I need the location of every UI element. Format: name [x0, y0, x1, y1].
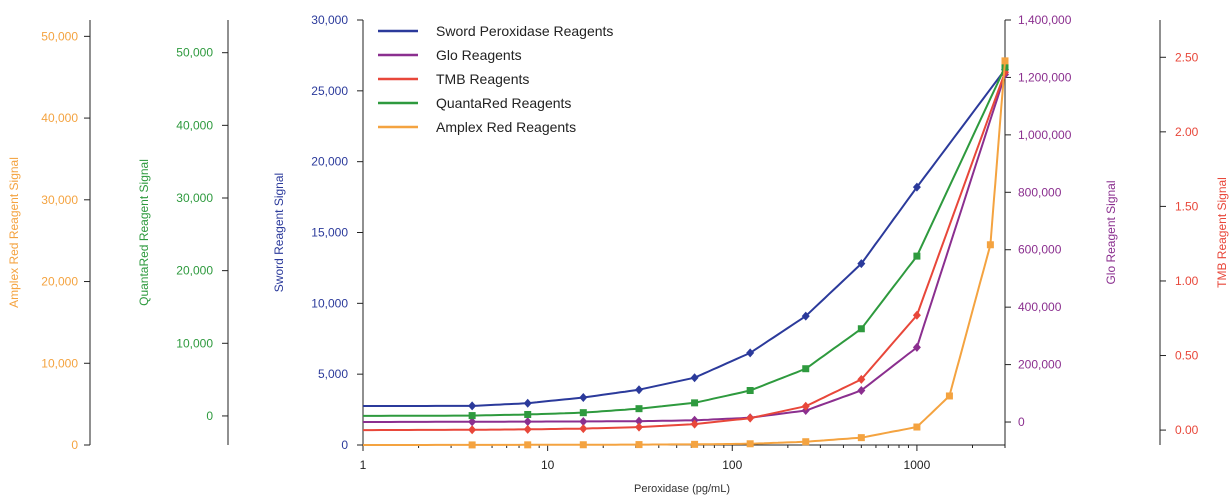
quanta-tick-label: 40,000: [176, 118, 213, 132]
data-point: [746, 348, 755, 358]
glo-tick-label: 0: [1018, 415, 1025, 429]
amplex-tick-label: 40,000: [41, 111, 78, 125]
tmb-tick-label: 0.50: [1175, 349, 1199, 363]
data-point: [468, 417, 477, 427]
glo-tick-label: 1,200,000: [1018, 70, 1072, 84]
data-point: [635, 441, 643, 449]
data-point: [523, 398, 532, 408]
glo-axis-title: Glo Reagent Signal: [1104, 180, 1118, 284]
data-point: [1001, 57, 1009, 65]
x-tick-label: 100: [722, 458, 742, 472]
data-point: [801, 401, 810, 411]
data-point: [913, 423, 921, 431]
data-point: [857, 434, 865, 442]
data-point: [912, 310, 921, 320]
x-tick-label: 10: [541, 458, 555, 472]
data-point: [579, 424, 588, 434]
data-point: [802, 365, 810, 373]
series-layer: [363, 57, 1009, 449]
legend: Sword Peroxidase Reagents Glo Reagents TMB…: [378, 23, 613, 135]
data-point: [579, 393, 588, 403]
data-point: [801, 311, 810, 321]
quanta-tick-label: 30,000: [176, 191, 213, 205]
sword-tick-label: 30,000: [311, 13, 348, 27]
glo-tick-label: 400,000: [1018, 300, 1062, 314]
legend-entry: Sword Peroxidase Reagents: [436, 23, 613, 39]
amplex-tick-label: 20,000: [41, 275, 78, 289]
data-point: [468, 425, 477, 435]
data-point: [746, 413, 755, 423]
data-point: [468, 441, 476, 449]
tmb-tick-label: 0.00: [1175, 423, 1199, 437]
sword-axis-title: Sword Reagent Signal: [272, 173, 286, 292]
sword-tick-label: 25,000: [311, 84, 348, 98]
legend-entry: Glo Reagents: [436, 47, 522, 63]
legend-entry: QuantaRed Reagents: [436, 95, 571, 111]
quanta-tick-label: 20,000: [176, 264, 213, 278]
data-point: [945, 392, 953, 400]
glo-tick-label: 200,000: [1018, 358, 1062, 372]
data-point: [691, 440, 699, 448]
data-point: [690, 373, 699, 383]
amplex-tick-label: 10,000: [41, 356, 78, 370]
data-point: [524, 410, 532, 418]
data-point: [635, 385, 644, 395]
data-point: [986, 241, 994, 249]
data-point: [746, 440, 754, 448]
data-point: [746, 387, 754, 395]
quanta-tick-label: 10,000: [176, 336, 213, 350]
quanta-tick-label: 50,000: [176, 46, 213, 60]
data-point: [523, 417, 532, 427]
tmb-tick-label: 2.50: [1175, 50, 1199, 64]
amplex-tick-label: 0: [71, 438, 78, 452]
data-point: [857, 374, 866, 384]
data-point: [691, 399, 699, 407]
amplex-tick-label: 30,000: [41, 193, 78, 207]
sword-tick-label: 20,000: [311, 155, 348, 169]
legend-entry: TMB Reagents: [436, 71, 529, 87]
data-point: [579, 441, 587, 449]
tmb-tick-label: 1.00: [1175, 274, 1199, 288]
sword-tick-label: 0: [341, 438, 348, 452]
tmb-tick-label: 2.00: [1175, 125, 1199, 139]
x-tick-label: 1000: [904, 458, 931, 472]
tmb-tick-label: 1.50: [1175, 199, 1199, 213]
data-point: [690, 419, 699, 429]
tmb-axis-title: TMB Reagent Signal: [1215, 177, 1229, 288]
glo-tick-label: 800,000: [1018, 185, 1062, 199]
data-point: [468, 401, 477, 411]
data-point: [468, 412, 476, 420]
x-tick-label: 1: [360, 458, 367, 472]
data-point: [802, 438, 810, 446]
data-point: [857, 259, 866, 269]
data-point: [635, 416, 644, 426]
data-point: [912, 182, 921, 192]
data-point: [857, 385, 866, 395]
data-point: [579, 416, 588, 426]
data-point: [635, 422, 644, 432]
data-point: [913, 252, 921, 260]
data-point: [912, 342, 921, 352]
data-point: [579, 409, 587, 417]
sword-tick-label: 5,000: [318, 367, 348, 381]
glo-tick-label: 1,000,000: [1018, 128, 1072, 142]
sword-tick-label: 10,000: [311, 296, 348, 310]
data-point: [524, 441, 532, 449]
amplex-tick-label: 50,000: [41, 29, 78, 43]
data-point: [857, 325, 865, 333]
sword-tick-label: 15,000: [311, 226, 348, 240]
quanta-tick-label: 0: [206, 409, 213, 423]
glo-tick-label: 1,400,000: [1018, 13, 1072, 27]
glo-tick-label: 600,000: [1018, 243, 1062, 257]
amplex-axis-title: Amplex Red Reagent Signal: [7, 157, 21, 308]
data-point: [635, 405, 643, 413]
legend-entry: Amplex Red Reagents: [436, 119, 576, 135]
x-axis-label: Peroxidase (pg/mL): [634, 483, 730, 495]
data-point: [523, 424, 532, 434]
quanta-axis-title: QuantaRed Reagent Signal: [137, 159, 151, 306]
axes-layer: 0 10,000 20,000 30,000 40,000 50,000 Amplex Re…: [7, 13, 1229, 472]
